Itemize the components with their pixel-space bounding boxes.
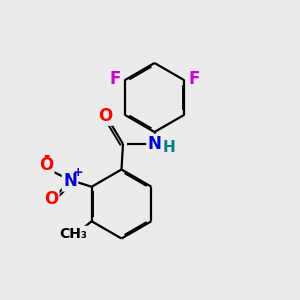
- Text: H: H: [163, 140, 175, 155]
- Text: O: O: [98, 106, 112, 124]
- Text: CH₃: CH₃: [60, 227, 88, 241]
- Text: F: F: [188, 70, 200, 88]
- Text: N: N: [148, 135, 161, 153]
- Text: -: -: [43, 148, 49, 163]
- Text: O: O: [44, 190, 58, 208]
- Text: O: O: [39, 156, 53, 174]
- Text: +: +: [73, 167, 84, 179]
- Text: N: N: [63, 172, 77, 190]
- Text: F: F: [109, 70, 121, 88]
